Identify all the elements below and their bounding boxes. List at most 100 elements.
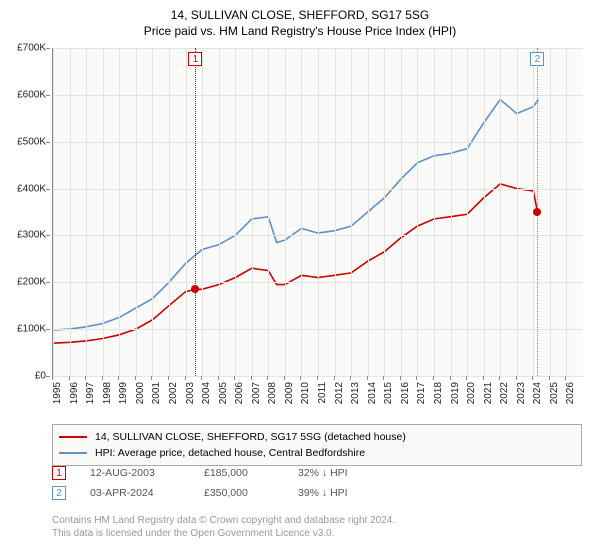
gridline-v	[335, 48, 336, 376]
gridline-v	[70, 48, 71, 376]
y-axis: £0£100K£200K£300K£400K£500K£600K£700K	[0, 48, 50, 376]
gridline-v	[417, 48, 418, 376]
x-axis: 1995 1996 1997 1998 1999 2000 2001 2002 2003 2004…	[52, 376, 582, 426]
legend-line-icon	[59, 436, 87, 438]
x-tick-label: 2021	[483, 382, 494, 422]
gridline-v	[566, 48, 567, 376]
legend: 14, SULLIVAN CLOSE, SHEFFORD, SG17 5SG (…	[52, 424, 582, 466]
x-tick-label: 2000	[135, 382, 146, 422]
chart-plot-area: 12	[52, 48, 583, 377]
gridline-v	[186, 48, 187, 376]
gridline-v	[301, 48, 302, 376]
gridline-v	[368, 48, 369, 376]
event-price: £350,000	[204, 487, 274, 499]
x-tick-label: 2011	[317, 382, 328, 422]
title-sub: Price paid vs. HM Land Registry's House …	[0, 24, 600, 38]
event-date: 03-APR-2024	[90, 487, 180, 499]
x-tick-label: 2002	[168, 382, 179, 422]
event-date: 12-AUG-2003	[90, 467, 180, 479]
series-line-price_paid	[53, 184, 538, 343]
event-marker-icon: 2	[52, 486, 66, 500]
gridline-v	[517, 48, 518, 376]
x-tick-label: 1999	[118, 382, 129, 422]
event-marker-box: 2	[530, 52, 544, 66]
gridline-v	[500, 48, 501, 376]
event-delta: 32% ↓ HPI	[298, 467, 398, 479]
x-tick-label: 2013	[350, 382, 361, 422]
gridline-v	[451, 48, 452, 376]
x-tick-label: 1995	[52, 382, 63, 422]
gridline-v	[152, 48, 153, 376]
x-tick-label: 2019	[450, 382, 461, 422]
y-tick-label: £300K	[17, 230, 46, 241]
footer-line: This data is licensed under the Open Gov…	[52, 527, 582, 540]
gridline-v	[550, 48, 551, 376]
event-row: 2 03-APR-2024 £350,000 39% ↓ HPI	[52, 486, 582, 500]
gridline-v	[268, 48, 269, 376]
gridline-v	[219, 48, 220, 376]
gridline-v	[434, 48, 435, 376]
y-tick-label: £700K	[17, 43, 46, 54]
gridline-v	[401, 48, 402, 376]
y-tick-label: £200K	[17, 277, 46, 288]
x-tick-label: 2006	[234, 382, 245, 422]
event-price: £185,000	[204, 467, 274, 479]
legend-item: HPI: Average price, detached house, Cent…	[59, 445, 575, 461]
x-tick-label: 2008	[267, 382, 278, 422]
x-tick-label: 1998	[102, 382, 113, 422]
x-tick-label: 2007	[251, 382, 262, 422]
x-tick-label: 2017	[416, 382, 427, 422]
legend-label: HPI: Average price, detached house, Cent…	[95, 447, 365, 459]
gridline-v	[252, 48, 253, 376]
gridline-v	[103, 48, 104, 376]
x-tick-label: 2012	[334, 382, 345, 422]
y-tick-label: £400K	[17, 183, 46, 194]
event-marker-icon: 1	[52, 466, 66, 480]
x-tick-label: 1997	[85, 382, 96, 422]
event-marker-box: 1	[188, 52, 202, 66]
x-tick-label: 2003	[185, 382, 196, 422]
x-tick-label: 2018	[433, 382, 444, 422]
event-delta: 39% ↓ HPI	[298, 487, 398, 499]
title-main: 14, SULLIVAN CLOSE, SHEFFORD, SG17 5SG	[0, 8, 600, 22]
gridline-v	[467, 48, 468, 376]
x-tick-label: 2009	[284, 382, 295, 422]
event-vline	[195, 48, 196, 376]
gridline-v	[86, 48, 87, 376]
y-tick-label: £600K	[17, 89, 46, 100]
x-tick-label: 2014	[367, 382, 378, 422]
x-tick-label: 2015	[383, 382, 394, 422]
y-tick-label: £0	[35, 371, 46, 382]
gridline-v	[351, 48, 352, 376]
x-tick-label: 2020	[466, 382, 477, 422]
y-tick-label: £100K	[17, 324, 46, 335]
title-block: 14, SULLIVAN CLOSE, SHEFFORD, SG17 5SG P…	[0, 0, 600, 38]
x-tick-label: 2001	[151, 382, 162, 422]
x-tick-label: 1996	[69, 382, 80, 422]
legend-item: 14, SULLIVAN CLOSE, SHEFFORD, SG17 5SG (…	[59, 429, 575, 445]
x-tick-label: 2024	[532, 382, 543, 422]
x-tick-label: 2004	[201, 382, 212, 422]
footer-line: Contains HM Land Registry data © Crown c…	[52, 514, 582, 527]
x-tick-label: 2026	[565, 382, 576, 422]
gridline-v	[235, 48, 236, 376]
chart-container: 14, SULLIVAN CLOSE, SHEFFORD, SG17 5SG P…	[0, 0, 600, 560]
gridline-v	[202, 48, 203, 376]
x-tick-label: 2010	[300, 382, 311, 422]
gridline-v	[318, 48, 319, 376]
gridline-v	[119, 48, 120, 376]
gridline-v	[169, 48, 170, 376]
gridline-v	[53, 48, 54, 376]
x-tick-label: 2025	[549, 382, 560, 422]
legend-line-icon	[59, 452, 87, 454]
events-table: 1 12-AUG-2003 £185,000 32% ↓ HPI 2 03-AP…	[52, 466, 582, 506]
event-row: 1 12-AUG-2003 £185,000 32% ↓ HPI	[52, 466, 582, 480]
gridline-v	[285, 48, 286, 376]
footer: Contains HM Land Registry data © Crown c…	[52, 514, 582, 540]
x-tick-label: 2016	[400, 382, 411, 422]
y-tick-label: £500K	[17, 136, 46, 147]
x-tick-label: 2022	[499, 382, 510, 422]
x-tick-label: 2005	[218, 382, 229, 422]
data-point	[191, 285, 199, 293]
data-point	[533, 208, 541, 216]
